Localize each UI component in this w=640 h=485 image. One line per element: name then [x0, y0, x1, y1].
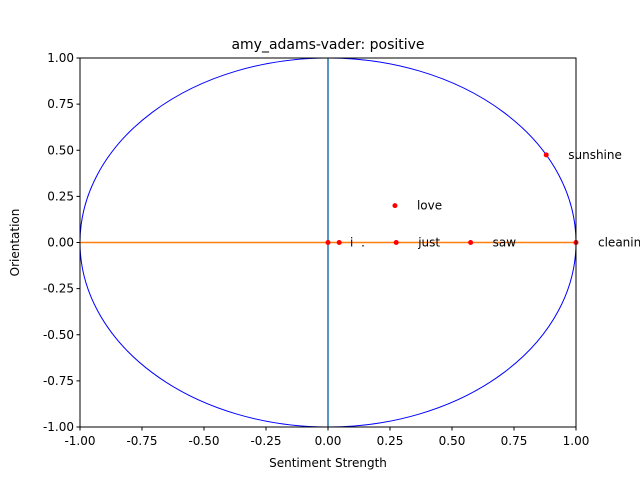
y-tick-label: 0.50	[47, 143, 74, 157]
y-tick-label: 0.25	[47, 189, 74, 203]
x-axis-label: Sentiment Strength	[269, 456, 387, 470]
data-point	[336, 240, 342, 245]
y-axis: -1.00 -0.75 -0.50 -0.25 0.00 0.25 0.50 0.75 1.00	[43, 51, 80, 434]
x-tick-label: -0.75	[126, 434, 157, 448]
data-point	[392, 203, 398, 209]
point-label: .	[361, 236, 365, 250]
x-tick-label: 1.00	[563, 434, 590, 448]
data-point	[468, 240, 474, 245]
point-labels: sunshine love i. just saw cleaning	[350, 148, 640, 250]
y-tick-label: -0.25	[43, 282, 74, 296]
data-point	[393, 240, 399, 245]
point-label: saw	[493, 236, 517, 250]
data-point	[325, 240, 331, 245]
x-axis: -1.00 -0.75 -0.50 -0.25 0.00 0.25 0.50 0.75 1.00	[64, 427, 589, 448]
x-tick-label: -0.50	[188, 434, 219, 448]
x-tick-label: 0.00	[315, 434, 342, 448]
y-tick-label: -0.75	[43, 374, 74, 388]
x-tick-label: 0.25	[377, 434, 404, 448]
y-tick-label: 0.00	[47, 236, 74, 250]
plot-area	[80, 58, 579, 427]
point-label: just	[417, 236, 440, 250]
point-label: love	[417, 199, 442, 213]
data-point	[543, 152, 549, 158]
y-tick-label: 1.00	[47, 51, 74, 65]
y-tick-label: -0.50	[43, 328, 74, 342]
x-tick-label: -0.25	[250, 434, 281, 448]
point-label: cleaning	[598, 236, 640, 250]
x-tick-label: 0.75	[501, 434, 528, 448]
point-label: i	[350, 236, 353, 250]
x-tick-label: 0.50	[439, 434, 466, 448]
y-tick-label: 0.75	[47, 97, 74, 111]
y-tick-label: -1.00	[43, 420, 74, 434]
y-axis-label: Orientation	[8, 209, 22, 277]
chart-title: amy_adams-vader: positive	[231, 37, 424, 53]
point-label: sunshine	[568, 148, 622, 162]
x-tick-label: -1.00	[64, 434, 95, 448]
